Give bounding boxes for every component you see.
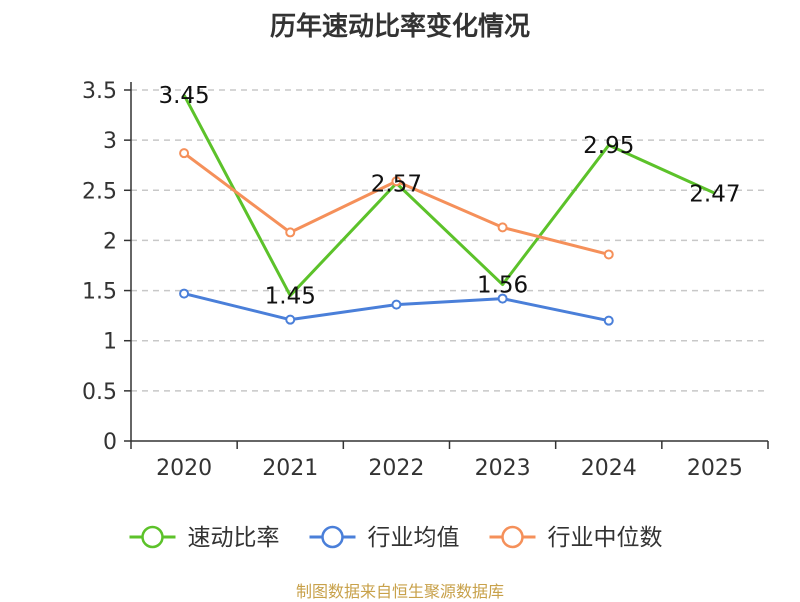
axes: 0 0.5 1 1.5 2 2.5 3 3.5 2020 2021 2022 2023 2024 2025 — [82, 79, 769, 481]
data-point — [603, 315, 614, 326]
data-label: 2.57 — [371, 171, 422, 197]
legend-marker-icon — [321, 525, 344, 549]
data-point — [179, 288, 190, 299]
series-line — [183, 151, 610, 256]
x-tick-label: 2023 — [475, 456, 531, 481]
data-point — [497, 293, 508, 304]
y-tick-label: 3.5 — [82, 79, 117, 104]
y-tick-label: 0 — [103, 430, 117, 455]
data-labels: 3.45 1.45 2.57 1.56 2.95 2.47 — [158, 83, 740, 310]
series-lines — [179, 94, 716, 326]
grid-lines — [131, 89, 768, 392]
data-point — [391, 299, 402, 310]
data-label: 1.56 — [477, 273, 528, 299]
x-tick-label: 2024 — [581, 456, 637, 481]
legend-marker-icon — [141, 525, 164, 549]
source-note: 制图数据来自恒生聚源数据库 — [295, 582, 504, 601]
x-tick-label: 2025 — [687, 456, 743, 481]
y-tick-label: 2 — [103, 229, 117, 254]
x-tick-label: 2022 — [368, 456, 424, 481]
legend-marker-icon — [501, 525, 524, 549]
data-point — [391, 176, 402, 187]
legend-item[interactable]: 行业均值 — [309, 525, 460, 551]
legend-item[interactable]: 速动比率 — [129, 525, 280, 551]
legend-label: 行业中位数 — [548, 525, 663, 551]
data-label: 2.95 — [583, 133, 634, 159]
data-label: 2.47 — [689, 181, 740, 207]
y-tick-label: 1.5 — [82, 280, 117, 305]
data-point — [285, 227, 296, 238]
y-tick-label: 3 — [103, 129, 117, 154]
legend-item[interactable]: 行业中位数 — [489, 525, 663, 551]
data-label: 1.45 — [265, 284, 316, 310]
data-point — [603, 249, 614, 260]
y-tick-label: 2.5 — [82, 179, 117, 204]
legend-label: 速动比率 — [188, 525, 280, 551]
y-tick-label: 0.5 — [82, 380, 117, 405]
x-tick-label: 2021 — [262, 456, 318, 481]
data-point — [497, 222, 508, 233]
legend-label: 行业均值 — [368, 525, 460, 551]
x-tick-label: 2020 — [156, 456, 212, 481]
chart-title: 历年速动比率变化情况 — [269, 12, 530, 42]
data-point — [285, 314, 296, 325]
data-label: 3.45 — [158, 83, 209, 109]
series-line — [182, 94, 716, 298]
legend[interactable]: 速动比率 行业均值 行业中位数 — [129, 525, 663, 551]
data-point — [179, 148, 190, 159]
y-tick-label: 1 — [103, 330, 117, 355]
